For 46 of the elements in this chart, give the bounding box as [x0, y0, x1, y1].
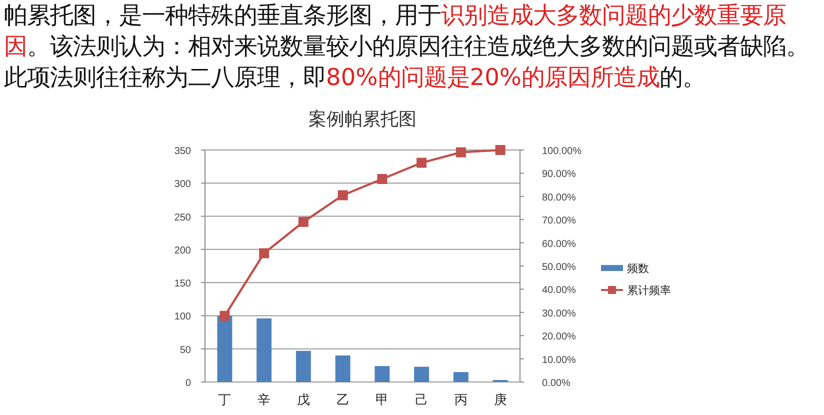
point: [259, 248, 270, 258]
bar: [217, 316, 232, 382]
y-tick-label: 250: [174, 212, 192, 224]
x-tick-label: 庚: [494, 393, 507, 408]
point: [416, 158, 427, 168]
point: [338, 190, 348, 200]
bar: [453, 372, 468, 382]
x-tick-label: 辛: [258, 393, 271, 408]
text: 帕累托图，是一种特殊的垂直条形图，用于识别造成大多数问题的少数重要原因。该法则认为：相对来说数量较小的原因往往造成绝大多数的问题或者缺陷。此项法则往往称为二八原理，即80%的问题是20%的原因所造成的。: [4, 2, 809, 91]
point: [456, 147, 466, 158]
x-tick-label: 丁: [218, 393, 232, 408]
x-tick-label: 甲: [376, 393, 389, 408]
y2-tick-label: 70.00%: [542, 216, 576, 227]
point: [377, 174, 388, 184]
bar: [256, 318, 272, 382]
bar: [414, 366, 430, 382]
y-tick-label: 350: [174, 146, 192, 157]
legend-label: 累计频率: [627, 284, 671, 297]
y-tick-label: 50: [180, 344, 192, 356]
y2-tick-label: 80.00%: [542, 192, 576, 204]
bar: [335, 355, 350, 382]
point: [298, 216, 308, 227]
y2-tick-label: 90.00%: [542, 169, 576, 180]
bar: [296, 350, 311, 382]
legend-label: 频数: [627, 262, 649, 275]
bar: [374, 366, 390, 382]
y-tick-label: 0: [185, 378, 192, 389]
x-tick-label: 戊: [296, 393, 310, 408]
y2-tick-label: 100.00%: [542, 146, 582, 157]
y-tick-label: 200: [174, 245, 192, 256]
y-tick-label: 300: [174, 179, 192, 190]
y-tick-label: 150: [174, 278, 192, 290]
y2-tick-label: 60.00%: [542, 238, 576, 250]
x-tick-label: 己: [415, 393, 428, 408]
point: [495, 145, 506, 155]
y2-tick-label: 20.00%: [542, 332, 576, 343]
y2-tick-label: 0.00%: [542, 378, 570, 389]
point: [220, 310, 230, 321]
y-tick-label: 100: [174, 312, 192, 323]
y2-tick-label: 40.00%: [542, 285, 576, 296]
y2-tick-label: 30.00%: [542, 308, 576, 320]
chart-title: 案例帕累托图: [308, 109, 416, 130]
y2-tick-label: 10.00%: [542, 354, 576, 366]
y2-tick-label: 50.00%: [542, 262, 576, 273]
x-tick-label: 丙: [454, 393, 468, 408]
x-tick-label: 乙: [336, 393, 350, 408]
